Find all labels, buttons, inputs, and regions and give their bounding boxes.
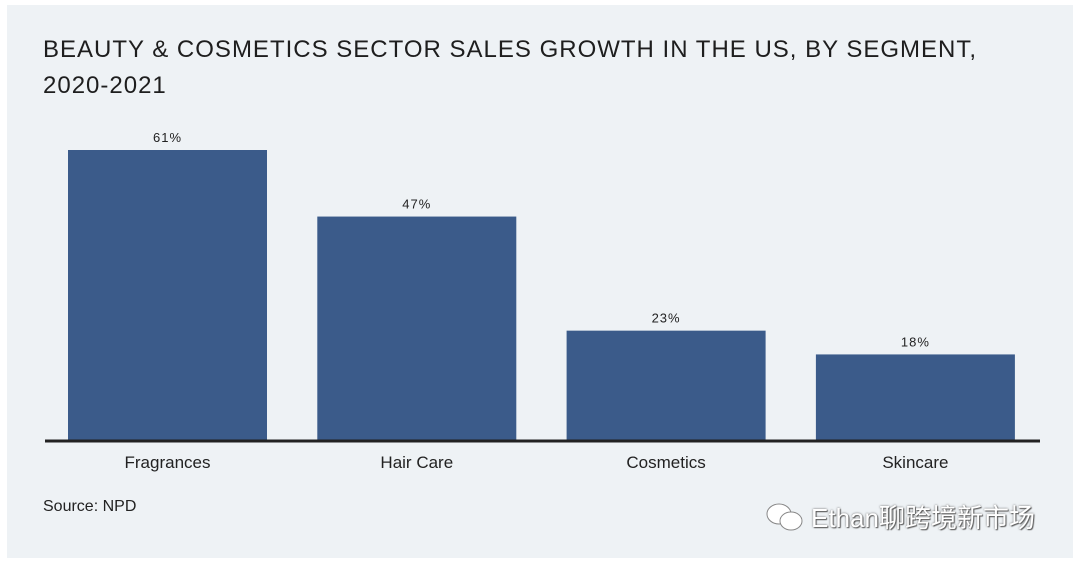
bar-cosmetics: [566, 330, 766, 440]
bar-skincare: [815, 354, 1015, 440]
data-label: 47%: [402, 197, 431, 212]
watermark: Ethan聊跨境新市场: [765, 498, 1035, 535]
watermark-text: Ethan聊跨境新市场: [811, 503, 1035, 533]
x-tick-label: Fragrances: [125, 453, 211, 472]
chart-title: BEAUTY & COSMETICS SECTOR SALES GROWTH I…: [43, 36, 978, 99]
x-tick-label: Skincare: [882, 453, 948, 472]
data-label: 61%: [153, 130, 182, 145]
x-tick-label: Hair Care: [380, 453, 453, 472]
x-tick-label: Cosmetics: [626, 453, 705, 472]
bar-hair-care: [317, 216, 517, 440]
data-label: 23%: [652, 311, 681, 326]
source-note: Source: NPD: [43, 498, 137, 515]
wechat-icon: [766, 503, 803, 530]
bar-fragrances: [68, 150, 267, 440]
data-label: 18%: [901, 334, 930, 349]
